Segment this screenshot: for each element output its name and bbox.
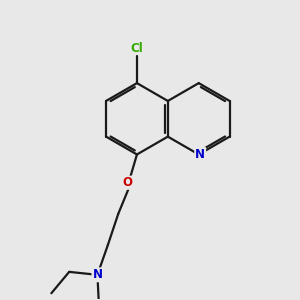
Text: O: O [122,176,132,189]
Text: N: N [92,268,102,281]
Text: N: N [195,148,205,161]
Text: Cl: Cl [130,42,143,55]
